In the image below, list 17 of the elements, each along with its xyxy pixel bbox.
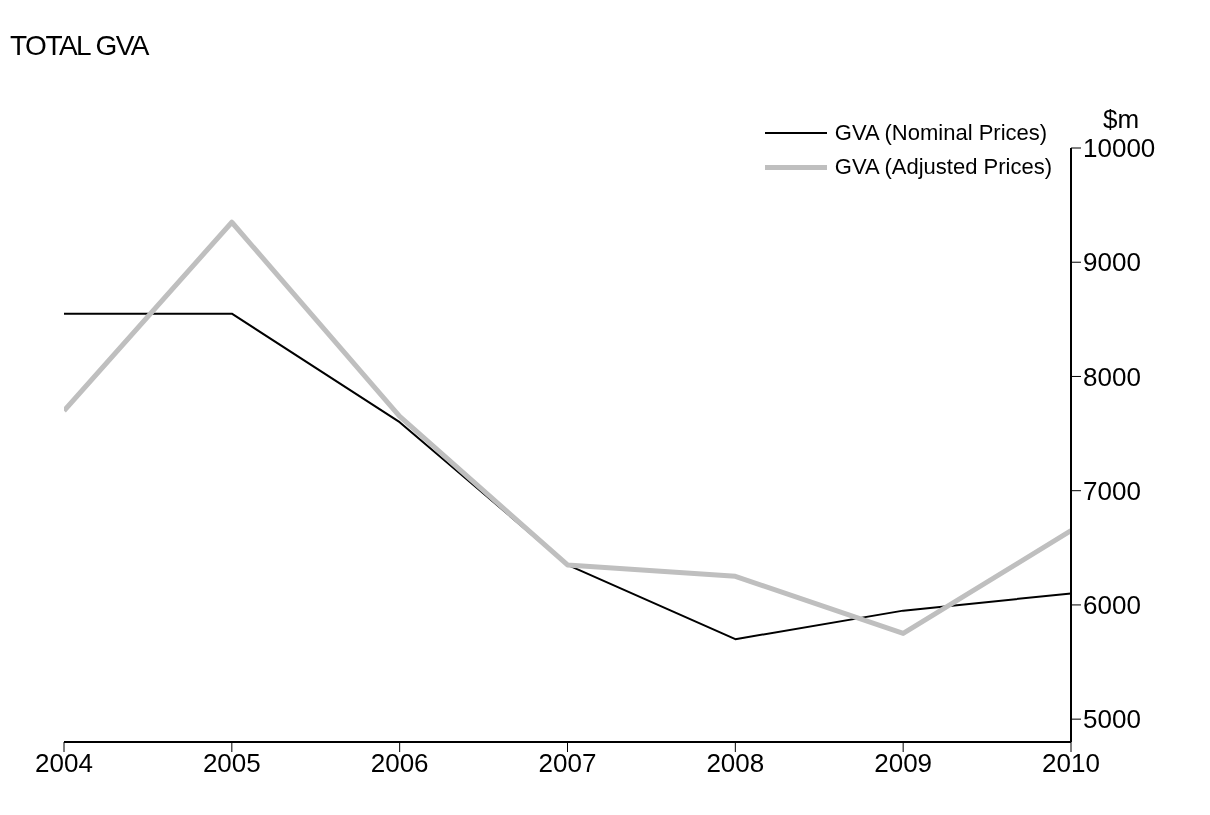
legend-label: GVA (Adjusted Prices): [834, 153, 1052, 181]
x-tick-label: 2005: [202, 748, 261, 779]
x-tick-label: 2004: [35, 748, 93, 779]
x-tick-label: 2010: [1042, 748, 1100, 779]
legend-label: GVA (Nominal Prices): [834, 119, 1048, 147]
y-tick-label: 6000: [1083, 590, 1141, 621]
y-tick-label: 7000: [1083, 475, 1141, 506]
x-tick-label: 2008: [706, 748, 765, 779]
chart-title: TOTAL GVA: [10, 30, 148, 62]
y-tick-label: 10000: [1083, 133, 1156, 164]
x-tick-label: 2006: [370, 748, 429, 779]
y-axis-title: $m: [1102, 104, 1140, 134]
y-tick-label: 5000: [1083, 704, 1141, 735]
y-tick-label: 9000: [1083, 247, 1141, 278]
x-tick-label: 2007: [538, 748, 597, 779]
y-tick-label: 8000: [1083, 361, 1141, 392]
x-tick-label: 2009: [874, 748, 933, 779]
